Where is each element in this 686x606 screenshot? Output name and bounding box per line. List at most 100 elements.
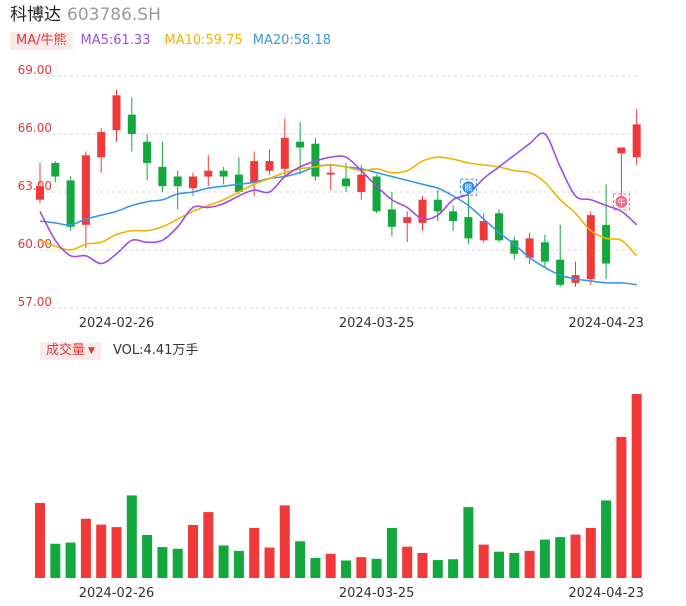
candle-body (143, 141, 152, 163)
volume-bar (463, 507, 474, 578)
stock-title: 科博达 603786.SH (10, 4, 161, 26)
volume-bar (585, 527, 596, 578)
volume-bar (279, 505, 290, 578)
candle (403, 211, 412, 243)
volume-bar (65, 542, 76, 578)
candle (311, 137, 320, 181)
candle (265, 149, 274, 175)
volume-value: VOL:4.41万手 (112, 343, 199, 358)
candle-body (326, 172, 335, 175)
ma10-line (39, 156, 638, 257)
volume-bar (310, 557, 321, 578)
volume-bar (50, 543, 61, 578)
volume-bars (35, 394, 642, 578)
candle-body (66, 180, 75, 227)
volume-bar (172, 548, 183, 578)
ma-legend: MA/牛熊 MA5:61.33 MA10:59.75 MA20:58.18 (10, 32, 331, 50)
volume-bar (111, 527, 122, 578)
marker-label: 熊 (464, 182, 472, 192)
marker-frame (459, 178, 477, 196)
candle-body (173, 176, 182, 187)
volume-bar (341, 560, 351, 578)
ma10-value: MA10:59.75 (164, 33, 243, 48)
indicator-selector-button[interactable]: MA/牛熊 (10, 32, 73, 50)
price-axis-labels: 69.00 66.00 63.00 60.00 57.00 (18, 63, 52, 309)
candle-body (189, 176, 197, 189)
marker-label: 牛 (617, 197, 625, 207)
candle-body (525, 238, 534, 258)
candle (372, 174, 381, 214)
marker-dot (615, 195, 628, 208)
volume-bar (264, 547, 275, 578)
candle-body (51, 163, 60, 177)
candle-body (265, 161, 274, 171)
price-gridlines (40, 75, 640, 309)
candle-body (449, 211, 458, 221)
candle (127, 97, 136, 152)
volume-legend: 成交量 ▼ VOL:4.41万手 (40, 342, 198, 360)
volume-bar (524, 550, 535, 578)
candle (495, 209, 503, 243)
candle-body (556, 259, 565, 285)
candle (234, 157, 243, 194)
candle (617, 147, 626, 196)
candle (586, 211, 595, 285)
volume-bar (233, 550, 244, 578)
price-date-axis: 2024-02-26 2024-03-25 2024-04-23 (79, 316, 644, 331)
candle-body (250, 161, 259, 183)
date-tick-label: 2024-03-25 (339, 586, 415, 601)
volume-bar (601, 500, 612, 578)
candle-body (617, 147, 626, 154)
candle-body (540, 242, 549, 262)
candle (418, 195, 427, 231)
candle-body (280, 137, 289, 169)
volume-bar (80, 518, 91, 578)
candle (36, 163, 44, 204)
candle (143, 134, 152, 181)
candle-body (219, 170, 228, 177)
price-tick-label: 60.00 (18, 237, 52, 251)
candle-body (36, 186, 44, 200)
candle-body (296, 141, 305, 148)
candle-body (204, 170, 213, 177)
candle-body (127, 114, 136, 134)
candle-body (510, 240, 519, 254)
candle-body (632, 124, 641, 158)
candle-body (342, 178, 350, 187)
volume-bar (539, 539, 550, 578)
price-tick-label: 66.00 (18, 121, 52, 135)
moving-average-lines (39, 132, 638, 286)
candle (342, 163, 350, 192)
candle (540, 234, 549, 268)
volume-bar (295, 541, 306, 578)
volume-bar (249, 527, 260, 578)
volume-selector-button[interactable]: 成交量 ▼ (40, 342, 101, 360)
volume-bar (218, 545, 229, 578)
candle-body (311, 143, 320, 177)
signal-markers: 熊牛 (459, 178, 630, 211)
volume-bar (142, 535, 153, 578)
date-tick-label: 2024-02-26 (79, 586, 155, 601)
volume-bar (35, 502, 45, 578)
candle-body (418, 199, 427, 223)
candle-body (234, 174, 243, 192)
volume-bar (448, 559, 459, 578)
marker-frame (612, 193, 630, 211)
price-tick-label: 69.00 (18, 63, 52, 77)
volume-bar (570, 534, 581, 578)
ma20-line (39, 164, 637, 286)
date-tick-label: 2024-03-25 (339, 316, 415, 331)
candle (571, 261, 580, 287)
stock-name: 科博达 (10, 5, 61, 25)
candle-body (158, 166, 167, 187)
candle-body (586, 215, 595, 279)
bear-marker-icon: 熊 (459, 178, 477, 196)
candle-body (464, 217, 473, 239)
candle (602, 184, 611, 279)
candle-body (387, 209, 396, 227)
volume-bar (417, 552, 428, 578)
ma5-value: MA5:61.33 (80, 33, 151, 48)
volume-date-axis: 2024-02-26 2024-03-25 2024-04-23 (79, 586, 644, 601)
candle (632, 108, 641, 165)
